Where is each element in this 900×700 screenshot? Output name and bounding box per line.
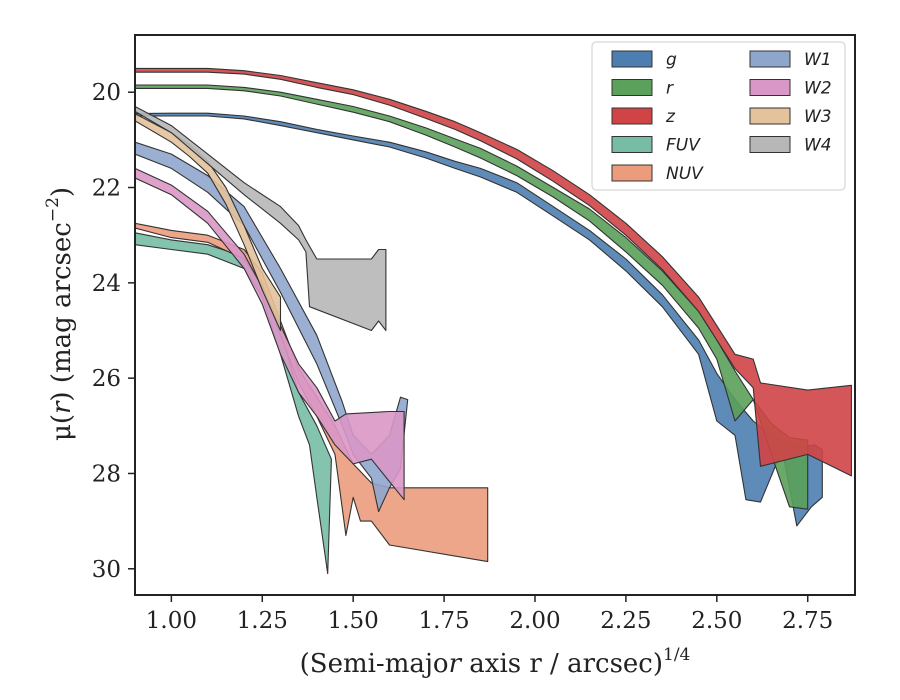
legend-swatch-w1 xyxy=(749,50,791,68)
band-g xyxy=(135,112,823,527)
plot-frame xyxy=(134,34,856,596)
series-bands xyxy=(135,67,852,575)
legend-swatch-fuv xyxy=(611,136,653,153)
y-tick-label: 26 xyxy=(92,366,121,392)
y-axis-ticks: 20 22 24 26 28 30 xyxy=(92,80,135,583)
legend: grz FUV NUV W1 W2 W3 W4 xyxy=(591,41,846,191)
y-tick-label: 28 xyxy=(92,461,121,487)
legend-label-w1: W1 xyxy=(804,50,832,70)
legend-swatch-g xyxy=(611,50,653,68)
legend-swatch-w3 xyxy=(749,107,791,125)
legend-label-nuv: NUV xyxy=(666,164,704,184)
legend-swatch-w2 xyxy=(749,79,791,96)
y-tick-label: 22 xyxy=(92,176,121,202)
legend-swatch-nuv xyxy=(611,164,653,182)
legend-label-r: r xyxy=(666,79,674,99)
legend-swatch-w4 xyxy=(749,136,791,153)
y-tick-label: 30 xyxy=(92,557,121,583)
band-r xyxy=(135,84,809,510)
x-tick-label: 1.75 xyxy=(418,608,469,634)
band-z xyxy=(135,67,852,477)
x-tick-label: 2.50 xyxy=(691,608,742,634)
x-tick-label: 1.50 xyxy=(328,608,379,634)
legend-label-w3: W3 xyxy=(804,107,832,127)
legend-label-z: z xyxy=(665,107,676,127)
x-tick-label: 2.00 xyxy=(509,608,560,634)
x-axis-label: (Semi-major axis r / arcsec)1/4 xyxy=(300,645,691,679)
x-tick-label: 1.00 xyxy=(146,608,197,634)
legend-label-g: g xyxy=(666,50,677,70)
legend-label-w4: W4 xyxy=(804,136,832,156)
y-axis-label: μ(r) (mag arcsec−2) xyxy=(43,187,77,441)
legend-swatch-r xyxy=(611,79,653,96)
x-axis-ticks: 1.00 1.25 1.50 1.75 2.00 2.25 2.50 2.75 xyxy=(146,595,833,634)
x-tick-label: 1.25 xyxy=(237,608,288,634)
legend-label-fuv: FUV xyxy=(666,136,701,156)
band-w4 xyxy=(135,105,387,332)
legend-label-w2: W2 xyxy=(804,79,832,99)
x-tick-label: 2.25 xyxy=(600,608,651,634)
y-tick-label: 24 xyxy=(92,271,121,297)
x-tick-label: 2.75 xyxy=(782,608,833,634)
y-tick-label: 20 xyxy=(92,80,121,106)
legend-swatch-z xyxy=(611,107,653,125)
